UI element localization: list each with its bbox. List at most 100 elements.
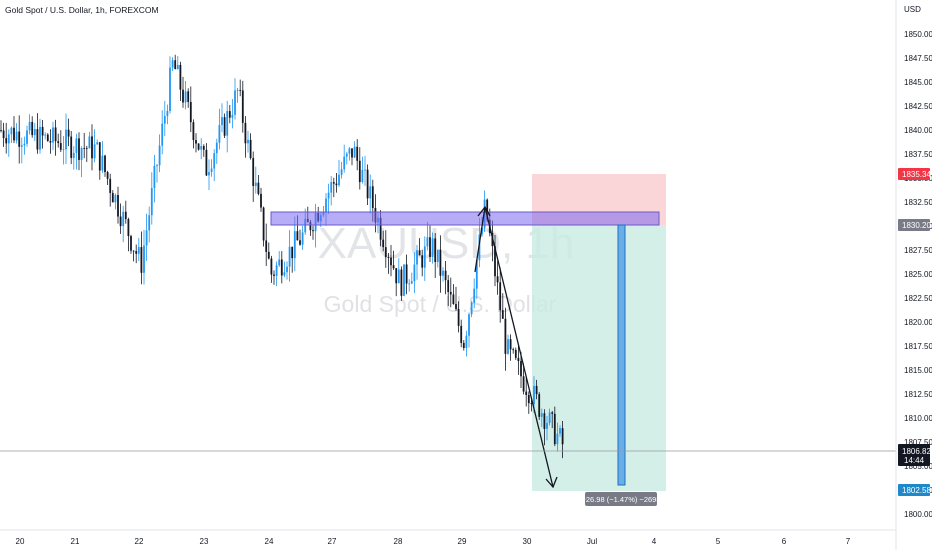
candle: [332, 177, 335, 198]
candle: [150, 172, 153, 225]
candle: [176, 56, 179, 70]
candle: [387, 252, 390, 274]
candle: [10, 126, 13, 143]
x-tick-label: 30: [523, 537, 532, 546]
candle: [473, 278, 476, 309]
candle: [36, 113, 39, 154]
candle: [223, 113, 226, 138]
candle: [72, 146, 75, 170]
candle: [174, 54, 177, 70]
candle: [353, 141, 356, 158]
x-tick-label: 21: [71, 537, 80, 546]
chart-title: Gold Spot / U.S. Dollar, 1h, FOREXCOM: [5, 5, 159, 15]
candle: [475, 258, 478, 300]
x-tick-label: 29: [458, 537, 467, 546]
candle: [361, 156, 364, 184]
candle: [231, 98, 234, 129]
y-tick-label: 1825.00: [904, 270, 932, 279]
candle: [254, 166, 257, 194]
candle: [270, 255, 273, 283]
arrow-up-line: [474, 206, 486, 273]
candle: [148, 206, 151, 243]
candle: [447, 275, 450, 307]
candle: [262, 206, 265, 247]
candle: [504, 307, 507, 371]
candle: [153, 154, 156, 203]
candle: [496, 260, 499, 295]
candle: [468, 312, 470, 348]
candle: [117, 186, 119, 224]
candle: [460, 319, 463, 348]
y-tick-label: 1812.50: [904, 390, 932, 399]
candle: [197, 143, 200, 151]
candle: [111, 190, 114, 203]
price-axis[interactable]: USD 1850.001847.501845.001842.501840.001…: [895, 0, 932, 550]
time-axis[interactable]: 20 21 22 23 24 27 28 29 30 Jul 4 5 6 7: [0, 529, 896, 546]
candle: [96, 139, 99, 145]
candle: [449, 277, 452, 308]
candle: [39, 118, 41, 154]
candle: [543, 409, 546, 446]
candle: [244, 116, 247, 158]
x-tick-label: Jul: [587, 537, 597, 546]
candle: [517, 343, 520, 375]
candle: [293, 216, 296, 272]
candle: [143, 229, 145, 285]
candle: [548, 408, 551, 426]
candle: [556, 422, 559, 452]
candle: [70, 130, 73, 165]
candle: [470, 301, 473, 318]
candle: [163, 100, 166, 137]
candle: [179, 61, 182, 102]
x-tick-label: 28: [394, 537, 403, 546]
x-tick-label: 4: [652, 537, 657, 546]
x-tick-label: 7: [846, 537, 851, 546]
candle: [187, 88, 190, 108]
y-tick-label: 1805.00: [904, 462, 932, 471]
candle: [457, 301, 460, 333]
y-tick-label: 1820.00: [904, 318, 932, 327]
candle: [397, 258, 400, 284]
candle: [358, 147, 361, 190]
candle: [348, 147, 351, 161]
candle: [200, 138, 203, 160]
candle: [98, 141, 101, 180]
candle: [301, 225, 304, 250]
target-zone[interactable]: [532, 225, 666, 491]
candle: [213, 149, 216, 182]
candle: [23, 136, 26, 155]
candle: [366, 164, 369, 206]
candle: [535, 379, 538, 400]
projection-bar[interactable]: [617, 224, 626, 486]
candle: [538, 392, 541, 420]
candle: [184, 81, 187, 110]
candle: [221, 103, 223, 133]
candle: [202, 144, 205, 157]
candle: [83, 132, 86, 159]
candle: [54, 119, 57, 156]
candle: [356, 139, 359, 171]
y-tick-label: 1845.00: [904, 78, 932, 87]
candle: [431, 232, 434, 264]
candle: [494, 234, 496, 287]
candle: [2, 122, 5, 147]
candle: [228, 104, 231, 124]
y-tick-label: 1810.00: [904, 414, 932, 423]
candle: [286, 261, 288, 280]
candle: [104, 154, 106, 177]
candle: [140, 231, 143, 285]
candle: [340, 162, 343, 179]
watermark-name: Gold Spot / U.S. Dollar: [324, 291, 557, 317]
candle: [171, 57, 174, 72]
candle: [540, 408, 543, 428]
x-tick-label: 20: [16, 537, 25, 546]
resistance-zone[interactable]: [270, 211, 660, 226]
projection-arrows[interactable]: [474, 205, 558, 489]
candle: [49, 129, 52, 154]
candle: [7, 129, 10, 157]
x-tick-label: 24: [265, 537, 274, 546]
candle: [369, 174, 372, 214]
candle: [62, 136, 65, 165]
candle: [20, 137, 23, 164]
